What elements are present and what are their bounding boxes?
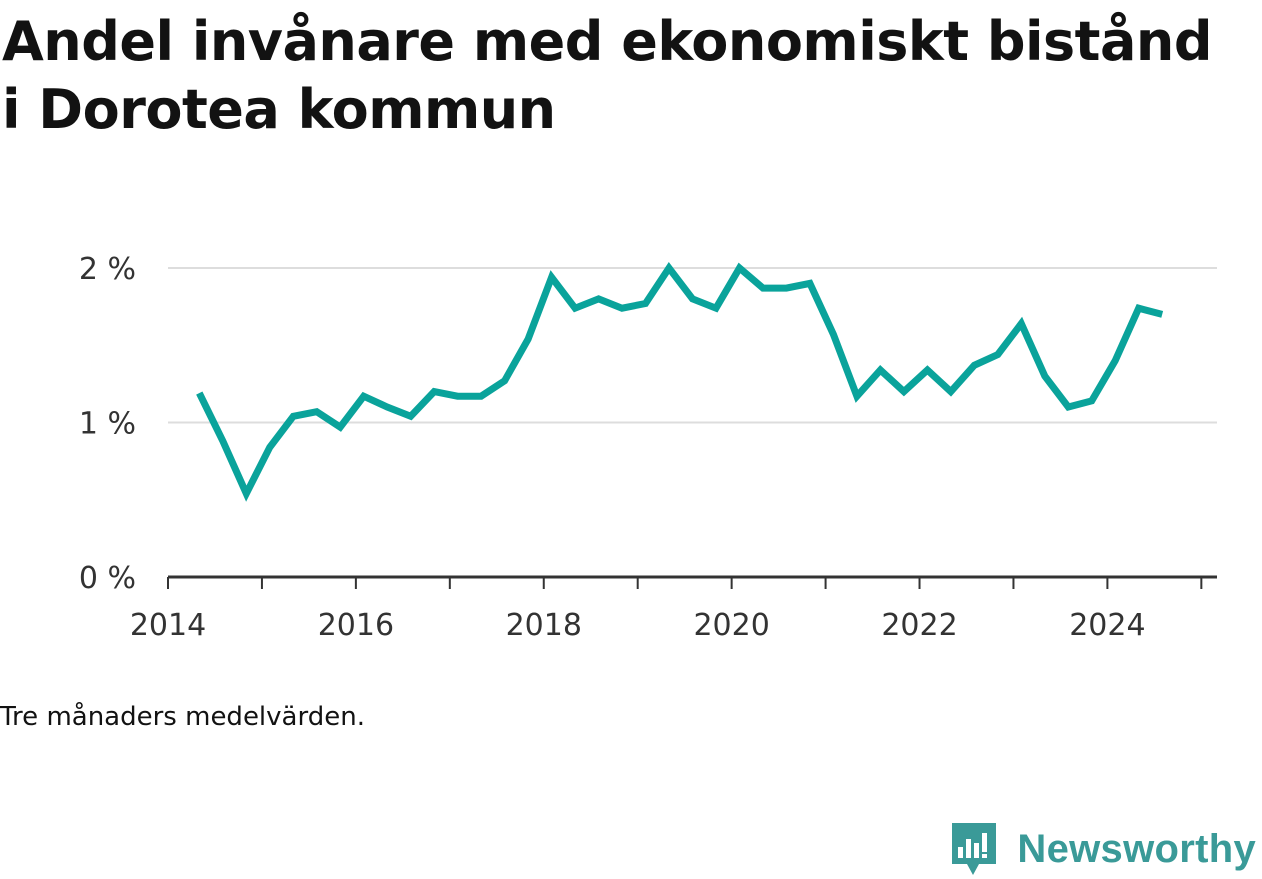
x-axis-labels: 2014 2016 2018 2020 2022 2024 (130, 608, 1146, 643)
newsworthy-brand[interactable]: Newsworthy (949, 820, 1256, 878)
data-point (715, 307, 717, 309)
data-point (551, 276, 553, 278)
y-tick-label: 0 % (79, 561, 136, 596)
data-point (1138, 307, 1140, 309)
footnote: Tre månaders medelvärden. (0, 702, 365, 732)
data-point (997, 354, 999, 356)
data-point (1114, 360, 1116, 362)
x-tick-label: 2016 (318, 608, 394, 643)
data-point (879, 369, 881, 371)
y-axis-labels: 0 % 1 % 2 % (79, 252, 136, 596)
data-point (269, 446, 271, 448)
data-point (856, 395, 858, 397)
x-tick-label: 2024 (1069, 608, 1145, 643)
series-line (196, 261, 1164, 502)
data-point (668, 267, 670, 269)
data-point (433, 391, 435, 393)
data-point (292, 415, 294, 417)
data-point (410, 415, 412, 417)
newsworthy-logo-icon (952, 823, 997, 875)
data-point (222, 440, 224, 442)
y-tick-label: 2 % (79, 252, 136, 287)
data-point (692, 298, 694, 300)
data-point (926, 369, 928, 371)
x-tick-label: 2022 (881, 608, 957, 643)
data-point (527, 338, 529, 340)
x-tick-label: 2014 (130, 608, 206, 643)
x-tick-label: 2020 (693, 608, 769, 643)
data-point (245, 493, 247, 495)
data-point (1161, 313, 1163, 315)
data-point (574, 307, 576, 309)
data-point (480, 395, 482, 397)
data-point (1067, 406, 1069, 408)
data-point (739, 267, 741, 269)
data-point (316, 411, 318, 413)
data-point (1044, 375, 1046, 377)
data-point (1020, 323, 1022, 325)
data-point (504, 380, 506, 382)
data-point (809, 282, 811, 284)
data-point (198, 392, 200, 394)
data-point (832, 333, 834, 335)
data-point (1091, 400, 1093, 402)
data-point (339, 426, 341, 428)
brand-name: Newsworthy (1017, 826, 1256, 871)
data-point (950, 391, 952, 393)
x-tick-label: 2018 (506, 608, 582, 643)
y-tick-label: 1 % (79, 407, 136, 442)
series-layer (196, 261, 1164, 502)
data-point (457, 395, 459, 397)
data-point (762, 287, 764, 289)
data-point (363, 395, 365, 397)
data-point (903, 391, 905, 393)
data-point (785, 287, 787, 289)
data-point (598, 298, 600, 300)
data-point (973, 364, 975, 366)
chart-title: Andel invånare med ekonomiskt bistånd i … (2, 10, 1213, 141)
data-point (386, 406, 388, 408)
data-point (621, 307, 623, 309)
x-axis (167, 575, 1217, 589)
data-point (645, 303, 647, 305)
